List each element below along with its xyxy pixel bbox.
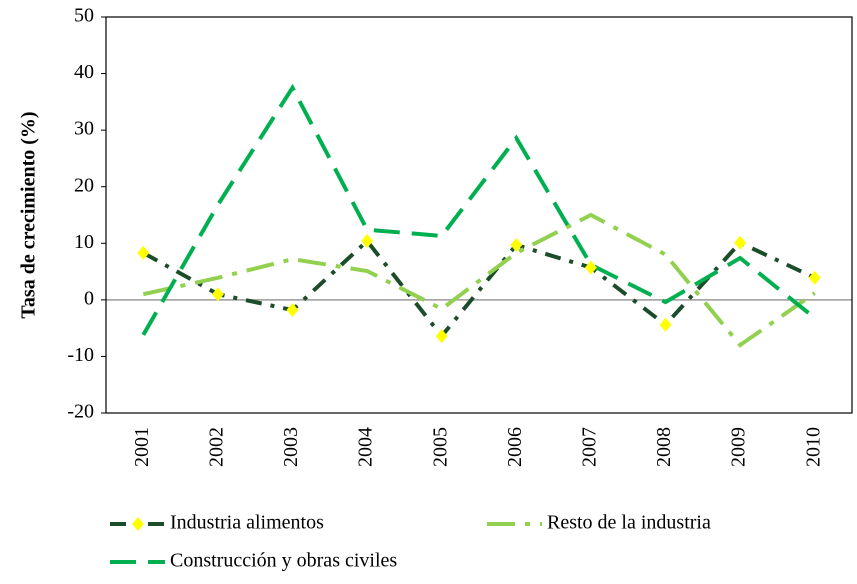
marker: [211, 287, 224, 302]
legend-label: Resto de la industria: [547, 512, 711, 534]
marker: [659, 317, 672, 332]
x-tick-label: 2003: [280, 427, 302, 467]
x-tick-label: 2009: [728, 427, 750, 467]
y-axis-title: Tasa de crecimiento (%): [18, 111, 40, 318]
legend-label: Industria alimentos: [170, 512, 324, 534]
series-line: [142, 212, 816, 348]
y-tick-label: -20: [67, 401, 94, 423]
x-tick-label: 2010: [802, 427, 824, 467]
y-tick-label: 50: [74, 5, 94, 27]
y-tick-label: 0: [84, 287, 94, 309]
x-tick-label: 2006: [504, 427, 526, 467]
plot-frame: [105, 16, 853, 414]
marker: [510, 237, 523, 252]
marker: [361, 234, 374, 249]
y-tick-label: 10: [74, 231, 94, 253]
legend-label: Construcción y obras civiles: [170, 550, 397, 572]
marker: [808, 270, 821, 285]
series-line: [141, 83, 816, 336]
x-tick-label: 2008: [653, 427, 675, 467]
x-tick-label: 2004: [355, 427, 377, 467]
marker: [435, 329, 448, 344]
legend-marker: [132, 517, 144, 531]
x-tick-label: 2001: [131, 427, 153, 467]
y-tick-label: 20: [74, 174, 94, 196]
marker: [584, 260, 597, 275]
y-tick-label: 30: [74, 118, 94, 140]
x-tick-label: 2002: [205, 427, 227, 467]
x-tick-label: 2007: [578, 427, 600, 467]
x-tick-label: 2005: [429, 427, 451, 467]
series-line: [142, 238, 816, 340]
y-tick-label: -10: [67, 344, 94, 366]
y-tick-label: 40: [74, 61, 94, 83]
marker: [137, 245, 150, 260]
marker: [734, 235, 747, 250]
marker: [286, 303, 299, 318]
